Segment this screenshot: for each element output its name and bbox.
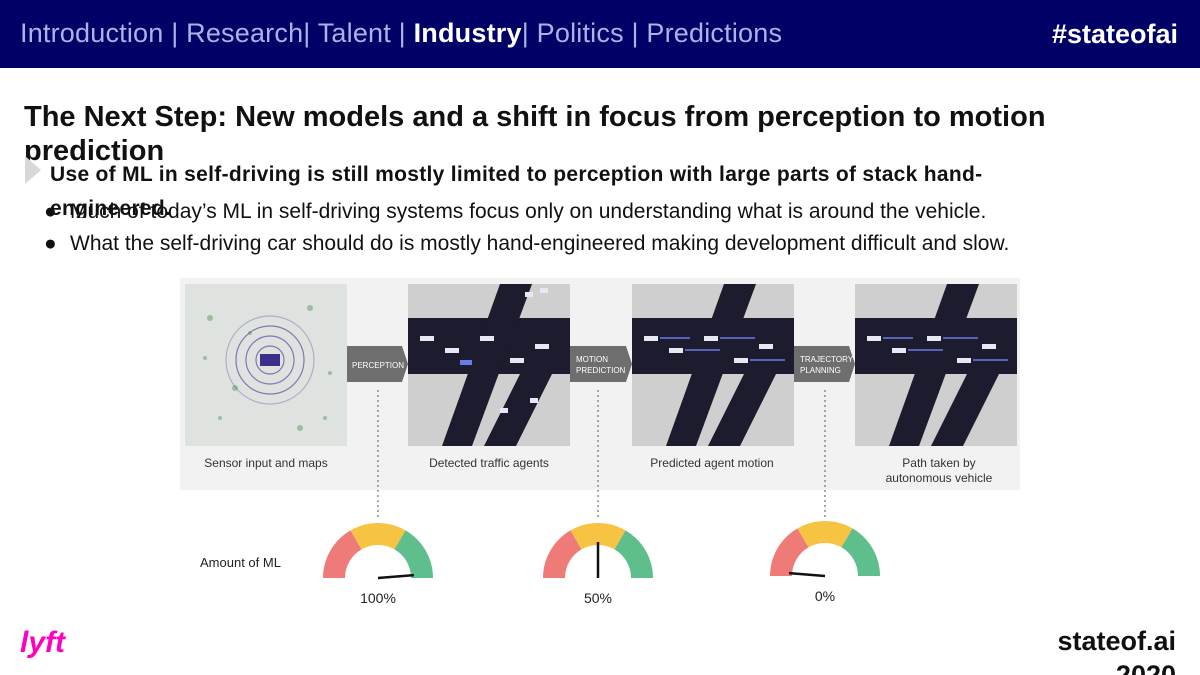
- stage-label: PERCEPTION: [352, 361, 404, 370]
- stage-label: PLANNING: [800, 366, 841, 375]
- nav-item-industry[interactable]: Industry: [413, 18, 522, 48]
- gauge-segment: [570, 523, 626, 550]
- section-nav: Introduction | Research| Talent | Indust…: [20, 18, 782, 49]
- panel-caption: autonomous vehicle: [886, 471, 993, 485]
- panel-predicted-motion: [632, 284, 794, 446]
- nav-separator: |: [398, 18, 406, 48]
- gauge-segment: [394, 530, 433, 578]
- stage-arrow-perception: PERCEPTION: [347, 346, 408, 382]
- nav-item-talent[interactable]: Talent: [317, 18, 391, 48]
- bullet-item: ● What the self-driving car should do is …: [44, 232, 1009, 256]
- ml-gauges: 100% 50% 0%: [323, 521, 880, 606]
- nav-item-predictions[interactable]: Predictions: [646, 18, 783, 48]
- bullet-text: Much of today’s ML in self-driving syste…: [70, 200, 987, 223]
- gauge-value-label: 0%: [815, 588, 835, 604]
- gauge-segment: [350, 523, 406, 550]
- site-url: stateof.ai 2020: [1057, 626, 1176, 675]
- gauge-value-label: 100%: [360, 590, 396, 606]
- arrow-bullet-icon: [25, 156, 41, 184]
- gauge-needle: [789, 571, 826, 578]
- bullet-dot-icon: ●: [44, 200, 57, 223]
- lead-statement: Use of ML in self-driving is still mostl…: [50, 163, 983, 218]
- gauge-needle: [377, 573, 414, 580]
- top-navigation-bar: Introduction | Research| Talent | Indust…: [0, 0, 1200, 68]
- gauge-segment: [841, 528, 880, 576]
- nav-item-research[interactable]: Research: [186, 18, 304, 48]
- panel-caption: Sensor input and maps: [204, 456, 327, 470]
- nav-item-introduction[interactable]: Introduction: [20, 18, 164, 48]
- gauge-segment: [614, 530, 653, 578]
- nav-separator: |: [631, 18, 639, 48]
- stage-label: MOTION: [576, 355, 608, 364]
- slide-title: The Next Step: New models and a shift in…: [24, 101, 1046, 167]
- gauge-segment: [770, 528, 809, 576]
- stage-arrow-motion-prediction: MOTION PREDICTION: [570, 346, 632, 382]
- ml-gauge: 0%: [770, 521, 880, 604]
- bullet-text: What the self-driving car should do is m…: [70, 232, 1010, 255]
- figure-svg: PERCEPTION MOTION PREDICTION TRAJECTORY …: [180, 278, 1020, 606]
- nav-item-politics[interactable]: Politics: [536, 18, 624, 48]
- gauge-row-label: Amount of ML: [200, 555, 281, 570]
- lyft-logo-text: lyft: [20, 626, 67, 659]
- panel-caption: Path taken by: [902, 456, 975, 470]
- ml-gauge: 100%: [323, 523, 433, 606]
- panel-detected-agents: [408, 284, 570, 446]
- stage-label: PREDICTION: [576, 366, 626, 375]
- nav-separator: |: [521, 18, 529, 48]
- panel-caption: Predicted agent motion: [650, 456, 773, 470]
- bullet-dot-icon: ●: [44, 232, 57, 255]
- stage-label: TRAJECTORY: [800, 355, 854, 364]
- lyft-logo: lyft: [20, 626, 67, 659]
- ml-gauge: 50%: [543, 523, 653, 606]
- gauge-value-label: 50%: [584, 590, 612, 606]
- bullet-item: ● Much of today’s ML in self-driving syst…: [44, 200, 986, 224]
- panel-sensor-input: [185, 284, 347, 446]
- stage-arrow-trajectory-planning: TRAJECTORY PLANNING: [794, 346, 855, 382]
- gauge-segment: [323, 530, 362, 578]
- panel-path-taken: [855, 284, 1017, 446]
- gauge-segment: [797, 521, 853, 548]
- nav-separator: |: [303, 18, 311, 48]
- self-driving-stack-figure: PERCEPTION MOTION PREDICTION TRAJECTORY …: [180, 278, 1020, 613]
- ego-vehicle-icon: [260, 354, 280, 366]
- hashtag: #stateofai: [1051, 19, 1178, 49]
- panel-caption: Detected traffic agents: [429, 456, 549, 470]
- nav-separator: |: [171, 18, 179, 48]
- gauge-segment: [543, 530, 582, 578]
